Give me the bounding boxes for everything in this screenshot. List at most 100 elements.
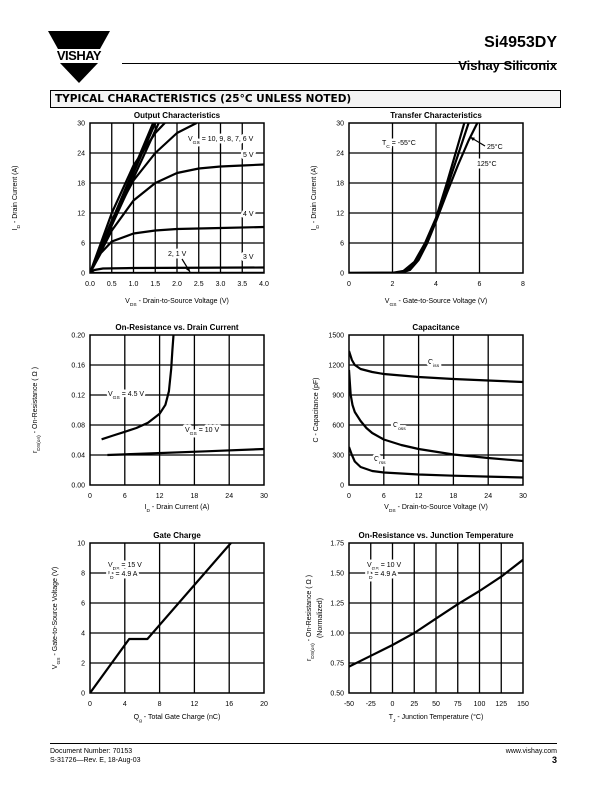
x-axis-label: VDS - Drain-to-Source Voltage (V) <box>125 298 229 308</box>
part-number: Si4953DY <box>484 34 557 51</box>
x-axis-label-part: - Total Gate Charge (nC) <box>142 714 220 721</box>
annotation-label: Ciss <box>428 359 440 369</box>
series-line-2 <box>349 123 479 273</box>
series-line-5 <box>90 163 264 273</box>
chart-4: VDS = 15 VID = 4.9 A0 4 8 12 16 200246810Gate… <box>52 531 268 724</box>
y-tick-label: 1.00 <box>330 631 344 638</box>
annotation-label-part: 5 V <box>243 152 254 159</box>
y-axis-label-part: r <box>32 450 39 453</box>
y-tick-label: 1200 <box>328 363 344 370</box>
y-axis-label-part: GS <box>56 657 62 665</box>
section-title: TYPICAL CHARACTERISTICS (25°C UNLESS NOT… <box>50 90 561 108</box>
chart-title: Transfer Characteristics <box>390 111 482 120</box>
annotation-label-part: V <box>367 562 372 569</box>
annotation-label: 25°C <box>487 143 503 151</box>
y-axis-label-part: D <box>315 225 321 229</box>
y-axis-label-part: C - Capacitance (pF) <box>313 378 320 443</box>
x-tick-label: 0 <box>347 493 351 500</box>
annotation-label: VGS = 4.5 V <box>108 391 144 401</box>
y-tick-label: 0 <box>81 691 85 698</box>
annotation-label-part: oss <box>398 427 406 432</box>
arrow-head <box>185 267 190 272</box>
y-tick-label: 10 <box>77 541 85 548</box>
company-name: Vishay Siliconix <box>458 58 557 73</box>
series-line-0 <box>90 543 232 693</box>
annotation-label: Crss <box>374 456 386 466</box>
annotation-label: Coss <box>393 422 406 432</box>
x-axis-label: Qg - Total Gate Charge (nC) <box>134 714 221 724</box>
x-tick-label: 4 <box>123 701 127 708</box>
x-tick-label: 75 <box>454 701 462 708</box>
x-tick-label: 12 <box>191 701 199 708</box>
annotation-label-part: 2, 1 V <box>168 251 187 258</box>
annotation-label-part: = -55°C <box>390 139 416 147</box>
y-tick-label: 0.50 <box>330 691 344 698</box>
y-tick-label: 0.00 <box>71 483 85 490</box>
annotation-label-part: 3 V <box>243 254 254 261</box>
annotation-label-part: GS <box>372 566 380 572</box>
y-tick-label: 0 <box>340 483 344 490</box>
annotation-label: VGS = 10 V <box>367 562 401 572</box>
website-link[interactable]: www.vishay.com <box>505 748 557 755</box>
x-axis-label-part: - Drain-to-Source Voltage (V) <box>396 504 488 511</box>
annotation-label-part: D <box>369 575 373 581</box>
x-axis-label: TJ - Junction Temperature (°C) <box>389 713 484 724</box>
annotation-label-part: V <box>108 391 113 398</box>
chart-title: Gate Charge <box>153 531 201 540</box>
x-axis-label: ID - Drain Current (A) <box>144 504 209 514</box>
annotation-label-part: V <box>188 136 193 143</box>
x-tick-label: 1.0 <box>129 281 139 288</box>
plot-frame <box>348 542 524 694</box>
x-tick-label: 0.0 <box>85 281 95 288</box>
y-tick-label: 0.04 <box>71 453 85 460</box>
x-tick-label: 3.0 <box>216 281 226 288</box>
y-tick-label: 900 <box>332 393 344 400</box>
annotation-label-part: = 4.5 V <box>120 391 145 398</box>
x-axis-label-part: - Drain-to-Source Voltage (V) <box>137 298 229 305</box>
y-tick-label: 24 <box>77 151 85 158</box>
x-axis-label-part: Q <box>134 714 140 721</box>
arrow-head <box>470 137 475 142</box>
document-number: Document Number: 70153 <box>50 748 133 755</box>
annotation-label-part: T <box>382 140 387 147</box>
annotation-label-part: V <box>108 562 113 569</box>
plot-frame <box>348 334 524 486</box>
y-axis-label-part: (Normalized) <box>317 598 324 638</box>
series-line-0 <box>349 558 523 668</box>
x-tick-label: 4.0 <box>259 281 269 288</box>
x-tick-label: 0 <box>88 701 92 708</box>
chart-title: Capacitance <box>412 323 460 332</box>
y-axis-label-part: I <box>12 229 19 231</box>
y-axis-label: VGS - Gate-to-Source Voltage (V) <box>52 567 62 669</box>
annotation-label: 3 V <box>243 254 254 261</box>
x-tick-label: 8 <box>521 281 525 288</box>
annotation-label: ID = 4.9 A <box>367 571 397 581</box>
y-tick-label: 8 <box>81 571 85 578</box>
annotation-label-part: DS <box>113 566 121 572</box>
y-tick-label: 0.08 <box>71 423 85 430</box>
y-tick-label: 0.12 <box>71 393 85 400</box>
y-axis-label-part: V <box>52 664 59 669</box>
y-axis-label: rDS(on) - On-Resistance ( Ω ) <box>32 367 42 453</box>
x-tick-label: 0 <box>391 701 395 708</box>
annotation-label-part: rss <box>379 460 386 466</box>
annotation-label-part: C <box>374 456 379 463</box>
annotation-label: 125°C <box>477 160 497 168</box>
header-rule <box>122 63 557 64</box>
y-axis-label-part: - Drain Current (A) <box>311 165 318 225</box>
annotation-label-part: 25°C <box>487 143 503 151</box>
annotation-label: VDS = 15 V <box>108 562 142 572</box>
x-axis-label-part: - Junction Temperature (°C) <box>395 713 483 721</box>
annotation-label: ID = 4.9 A <box>108 571 138 581</box>
plot-frame <box>348 122 524 274</box>
y-tick-label: 30 <box>336 121 344 128</box>
x-tick-label: 6 <box>382 493 386 500</box>
x-tick-label: 3.5 <box>237 281 247 288</box>
annotation-label: 2, 1 V <box>168 251 187 258</box>
x-tick-label: 0.5 <box>107 281 117 288</box>
annotation-label: VGS = 10 V <box>185 427 219 437</box>
x-tick-label: 24 <box>225 493 233 500</box>
x-tick-label: 6 <box>123 493 127 500</box>
